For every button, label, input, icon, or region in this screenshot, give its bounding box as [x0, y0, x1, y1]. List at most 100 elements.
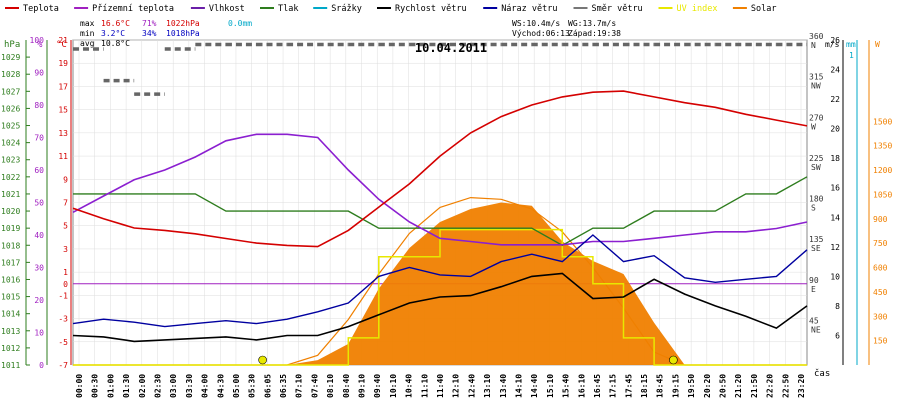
celsius-tick-label: 5	[63, 222, 68, 231]
x-tick-label: 15:10	[546, 374, 555, 398]
hpa-tick-label: 1022	[1, 173, 20, 182]
x-tick-label: 18:15	[640, 374, 649, 398]
legend-label: Přízemní teplota	[92, 4, 174, 14]
solar-tick-label: 450	[873, 288, 888, 297]
stat-avg-temp: 10.8°C	[101, 39, 130, 48]
percent-tick-label: 90	[34, 69, 44, 78]
x-tick-label: 03:30	[185, 374, 194, 398]
wind-speed-line	[72, 272, 808, 343]
celsius-axis-unit: °C	[56, 40, 67, 50]
celsius-tick-label: 7	[63, 199, 68, 208]
hpa-tick-label: 1013	[1, 327, 20, 336]
wind-dir-tick-label: W	[811, 122, 816, 131]
x-axis-label: čas	[814, 368, 830, 379]
series-layer	[72, 42, 808, 366]
wind-dir-tick-value: 135	[809, 235, 824, 244]
x-tick-label: 19:15	[671, 374, 680, 398]
hpa-tick-label: 1014	[1, 310, 20, 319]
hpa-tick-label: 1015	[1, 293, 20, 302]
wind-dir-tick-value: 45	[809, 316, 819, 325]
x-tick-label: 22:20	[766, 374, 775, 398]
celsius-tick-label: -1	[58, 291, 68, 300]
x-tick-label: 04:30	[216, 374, 225, 398]
wind-speed-tick-label: 22	[830, 95, 840, 104]
solar-tick-label: 300	[873, 312, 888, 321]
solar-axis-unit: W	[875, 40, 880, 49]
celsius-tick-label: 19	[58, 59, 68, 68]
x-tick-label: 09:10	[358, 374, 367, 398]
x-tick-label: 07:40	[310, 374, 319, 398]
hpa-axis-unit: hPa	[4, 40, 20, 50]
wind-speed-axis-unit: m/s	[825, 40, 840, 49]
percent-tick-label: 60	[34, 166, 44, 175]
stat-avg-label: avg	[80, 39, 95, 48]
pressure-line	[73, 176, 808, 247]
wind-dir-tick-value: 360	[809, 32, 824, 41]
hpa-tick-label: 1027	[1, 87, 20, 96]
wind-gust-line	[72, 234, 808, 328]
wind-speed-tick-label: 20	[830, 125, 840, 134]
celsius-tick-label: -7	[58, 361, 68, 370]
x-tick-label: 05:30	[248, 374, 257, 398]
solar-tick-label: 900	[873, 215, 888, 224]
x-tick-label: 02:00	[138, 374, 147, 398]
wind-speed-tick-label: 8	[835, 302, 840, 311]
solar-tick-label: 150	[873, 337, 888, 346]
x-tick-label: 19:50	[687, 374, 696, 398]
solar-tick-label: 1500	[873, 117, 892, 126]
stat-ws: WS:10.4m/s	[512, 19, 560, 28]
percent-tick-label: 10	[34, 329, 44, 338]
x-tick-label: 23:20	[797, 374, 806, 398]
wind-dir-tick-label: SE	[811, 244, 821, 253]
celsius-tick-label: 11	[58, 152, 68, 161]
hpa-tick-label: 1021	[1, 190, 20, 199]
legend-label: Tlak	[278, 4, 298, 14]
percent-tick-label: 0	[39, 361, 44, 370]
solar-tick-label: 750	[873, 239, 888, 248]
wind-dir-tick-value: 315	[809, 73, 824, 82]
celsius-tick-label: -3	[58, 315, 68, 324]
sunrise-marker	[258, 355, 267, 365]
rain-tick-label: 1	[849, 51, 854, 60]
solar-tick-label: 1200	[873, 166, 892, 175]
wind-dir-tick-label: NW	[811, 82, 821, 91]
hpa-tick-label: 1028	[1, 70, 20, 79]
wind-dir-tick-value: 225	[809, 154, 824, 163]
percent-tick-label: 20	[34, 296, 44, 305]
hpa-tick-label: 1026	[1, 104, 20, 113]
x-tick-label: 10:40	[405, 374, 414, 398]
humidity-line	[72, 133, 808, 246]
celsius-tick-label: 1	[63, 268, 68, 277]
celsius-tick-label: 3	[63, 245, 68, 254]
percent-tick-label: 50	[34, 199, 44, 208]
hpa-tick-label: 1023	[1, 156, 20, 165]
legend-label: Srážky	[331, 4, 362, 14]
legend-label: Rychlost větru	[395, 4, 467, 14]
x-tick-label: 14:10	[514, 374, 523, 398]
solar-tick-label: 1050	[873, 190, 892, 199]
stats-block: max 16.6°C 71% 1022hPa 0.0mm min 3.2°C 34% 1018h…	[80, 19, 621, 48]
hpa-tick-label: 1011	[1, 361, 20, 370]
stat-max-hum: 71%	[142, 19, 157, 28]
x-tick-label: 12:40	[467, 374, 476, 398]
celsius-tick-label: 17	[58, 82, 68, 91]
wind-dir-tick-value: 180	[809, 195, 824, 204]
wind-dir-tick-label: E	[811, 285, 816, 294]
x-tick-label: 20:50	[719, 374, 728, 398]
rain-axis-unit: mm	[846, 40, 856, 49]
hpa-tick-label: 1025	[1, 122, 20, 131]
hpa-tick-label: 1019	[1, 224, 20, 233]
wind-dir-tick-value: 90	[809, 276, 819, 285]
stat-min-hum: 34%	[142, 29, 157, 38]
x-tick-label: 13:40	[499, 374, 508, 398]
legend-label: Směr větru	[592, 4, 643, 14]
wind-speed-tick-label: 16	[830, 184, 840, 193]
x-tick-label: 17:45	[624, 374, 633, 398]
hpa-tick-label: 1024	[1, 139, 20, 148]
x-tick-label: 06:05	[263, 374, 272, 398]
legend-label: UV index	[677, 4, 718, 14]
axes-layer: 00:00 00:30 01:00 01:30 02:00 02:30 03:00 03:30…	[1, 32, 892, 398]
hpa-tick-label: 1029	[1, 53, 20, 62]
x-tick-label: 00:00	[75, 374, 84, 398]
wind-dir-tick-label: SW	[811, 163, 821, 172]
